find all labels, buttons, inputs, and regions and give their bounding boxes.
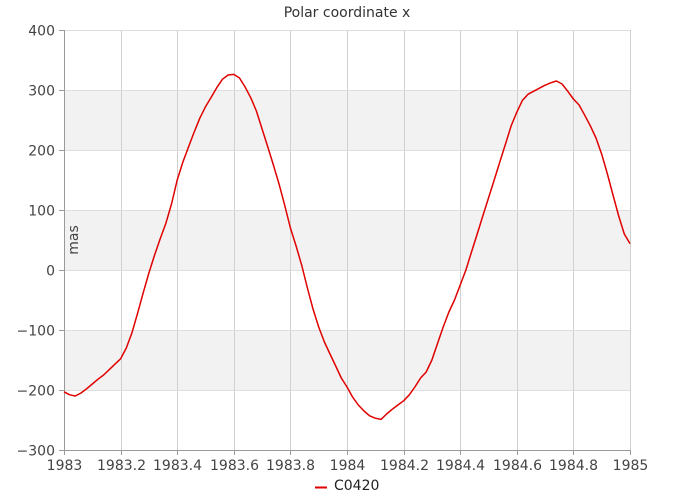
y-tick-label: 200: [28, 144, 55, 160]
y-tick-label: −300: [17, 444, 55, 460]
y-tick-label: 400: [28, 24, 55, 40]
x-tick-label: 1984.8: [549, 458, 598, 474]
x-tick-label: 1985: [613, 458, 649, 474]
y-tick-label: 300: [28, 84, 55, 100]
x-tick-label: 1984.2: [380, 458, 429, 474]
y-tick-labels: 400 300 200 100 0 −100 −200 −300: [17, 24, 55, 460]
y-tick-label: −200: [17, 384, 55, 400]
y-axis-label: mas: [66, 225, 82, 255]
legend-label: C0420: [334, 478, 379, 494]
x-tick-label: 1983: [47, 458, 83, 474]
series-group: [63, 73, 631, 421]
x-tick-label: 1983.8: [266, 458, 315, 474]
y-tick-label: 100: [28, 204, 55, 220]
chart-title: Polar coordinate x: [284, 5, 411, 21]
x-tick-label: 1983.2: [97, 458, 146, 474]
x-tick-label: 1984: [330, 458, 366, 474]
x-tick-labels: 1983 1983.2 1983.4 1983.6 1983.8 1984 1984.2 19…: [47, 458, 649, 474]
y-tick-label: 0: [46, 264, 55, 280]
series-line-c0420: [63, 73, 631, 421]
y-tick-label: −100: [17, 324, 55, 340]
x-tick-label: 1984.4: [436, 458, 485, 474]
x-tick-label: 1983.4: [153, 458, 202, 474]
legend: C0420: [315, 478, 379, 494]
x-tick-label: 1984.6: [493, 458, 542, 474]
x-tick-label: 1983.6: [210, 458, 259, 474]
axes: [59, 30, 631, 455]
